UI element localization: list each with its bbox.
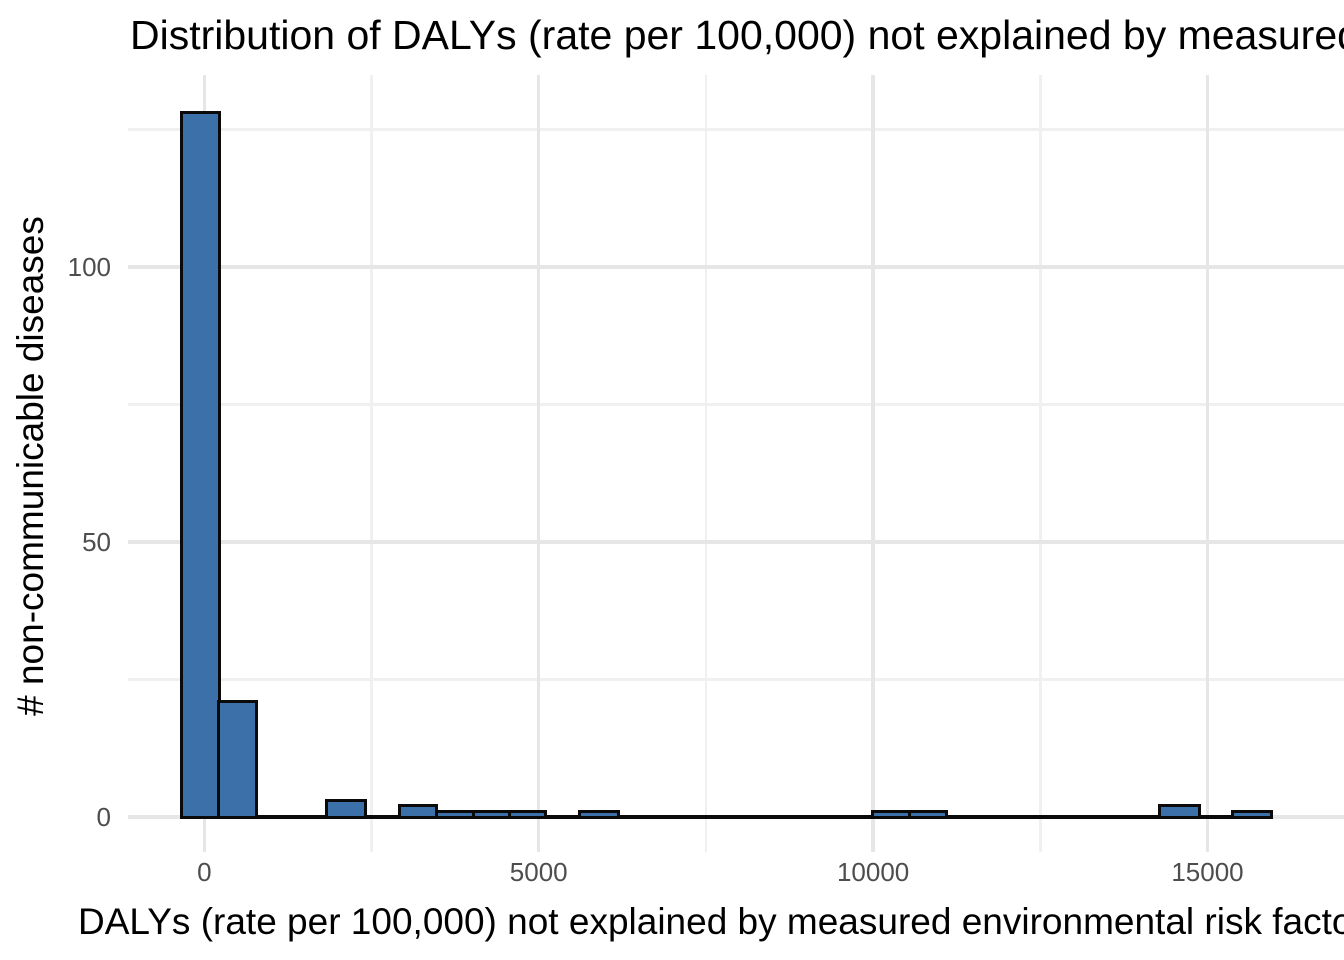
histogram-bar bbox=[1231, 809, 1274, 819]
x-tick-label: 10000 bbox=[836, 857, 910, 887]
y-minor-gridline bbox=[128, 403, 1344, 406]
histogram-bar bbox=[907, 809, 948, 819]
y-minor-gridline bbox=[128, 678, 1344, 681]
y-major-gridline bbox=[128, 265, 1344, 269]
histogram-bar bbox=[471, 809, 512, 819]
y-axis-title: # non-communicable diseases bbox=[10, 216, 51, 716]
histogram-bar bbox=[324, 798, 367, 819]
y-major-gridline bbox=[128, 540, 1344, 544]
histogram-bar bbox=[180, 111, 221, 819]
histogram-baseline bbox=[180, 815, 1274, 819]
y-tick-label: 50 bbox=[82, 526, 111, 557]
histogram-bar bbox=[870, 809, 912, 819]
x-major-gridline bbox=[871, 75, 875, 852]
histogram-bar bbox=[508, 809, 547, 819]
histogram-bar bbox=[1158, 804, 1201, 819]
histogram-bar bbox=[217, 699, 258, 819]
x-minor-gridline bbox=[370, 75, 373, 852]
x-tick-label: 5000 bbox=[509, 857, 568, 887]
x-tick-label: 15000 bbox=[1171, 857, 1244, 887]
y-tick-label: 100 bbox=[67, 251, 111, 282]
y-minor-gridline bbox=[128, 128, 1344, 131]
x-axis-title: DALYs (rate per 100,000) not explained b… bbox=[78, 901, 1344, 942]
x-major-gridline bbox=[536, 75, 541, 852]
histogram-bar bbox=[398, 804, 439, 819]
x-minor-gridline bbox=[704, 75, 708, 852]
histogram-bar bbox=[578, 809, 621, 819]
x-minor-gridline bbox=[1039, 75, 1042, 852]
histogram-bar bbox=[434, 809, 476, 819]
x-tick-label: 0 bbox=[197, 857, 212, 887]
plot-title: Distribution of DALYs (rate per 100,000)… bbox=[130, 12, 1344, 58]
y-tick-label: 0 bbox=[96, 801, 111, 832]
x-major-gridline bbox=[1205, 75, 1210, 852]
